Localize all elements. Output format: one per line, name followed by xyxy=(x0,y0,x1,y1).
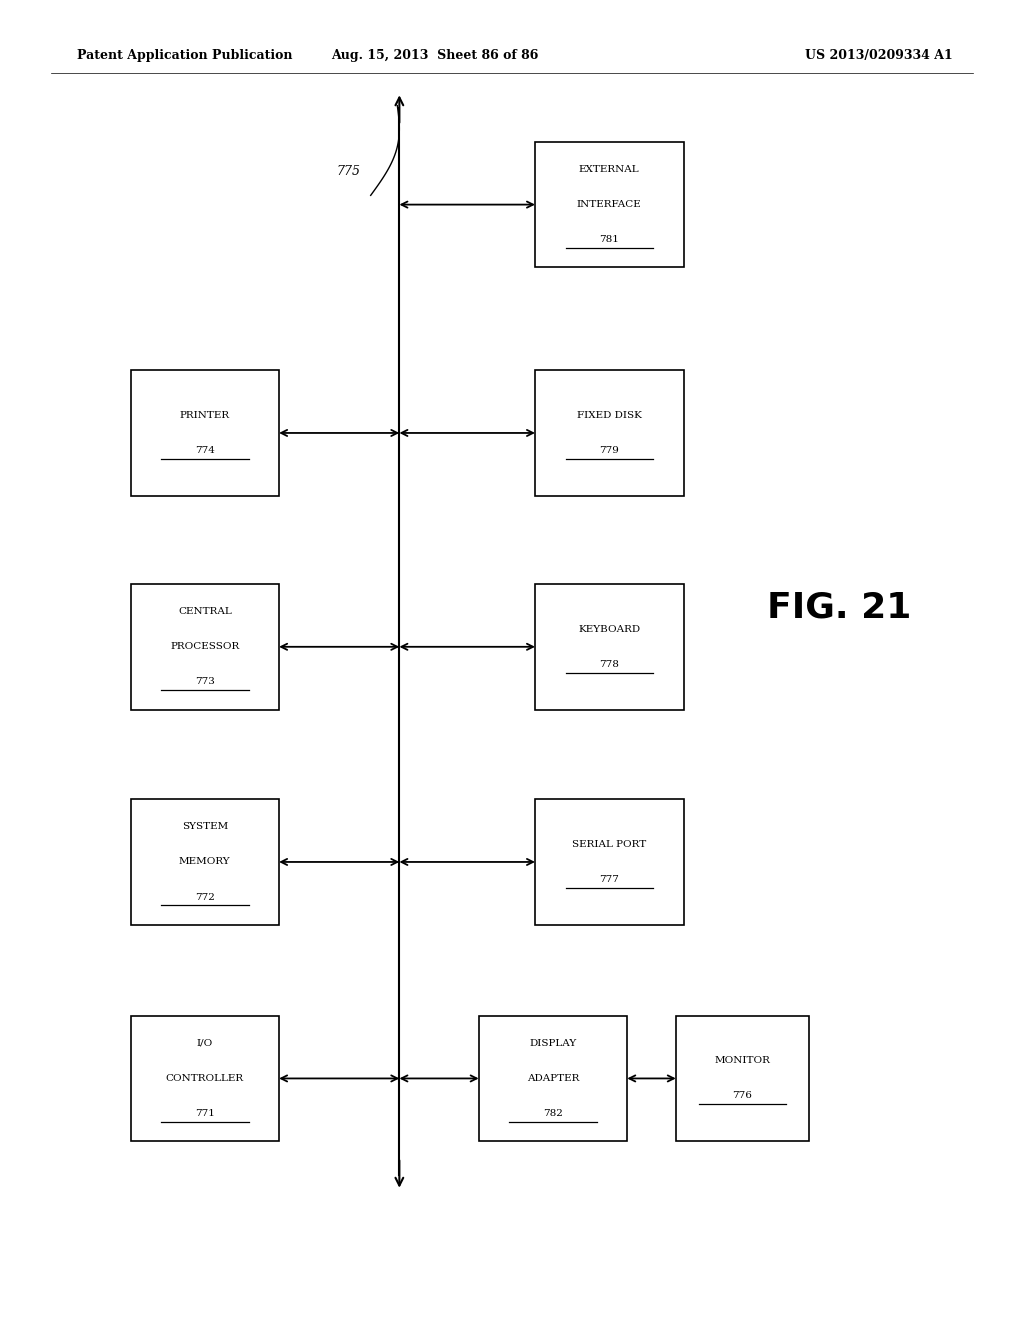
Text: 779: 779 xyxy=(599,446,620,455)
Bar xyxy=(535,143,684,267)
Text: CONTROLLER: CONTROLLER xyxy=(166,1074,244,1082)
Text: KEYBOARD: KEYBOARD xyxy=(579,624,640,634)
Text: CENTRAL: CENTRAL xyxy=(178,607,231,616)
Bar xyxy=(131,800,279,924)
Text: Aug. 15, 2013  Sheet 86 of 86: Aug. 15, 2013 Sheet 86 of 86 xyxy=(332,49,539,62)
Bar xyxy=(535,800,684,924)
Text: EXTERNAL: EXTERNAL xyxy=(579,165,640,174)
Text: I/O: I/O xyxy=(197,1039,213,1048)
Text: 771: 771 xyxy=(195,1109,215,1118)
Text: US 2013/0209334 A1: US 2013/0209334 A1 xyxy=(805,49,952,62)
Text: 777: 777 xyxy=(599,875,620,884)
Text: FIG. 21: FIG. 21 xyxy=(768,590,911,624)
Text: ADAPTER: ADAPTER xyxy=(526,1074,580,1082)
Text: Patent Application Publication: Patent Application Publication xyxy=(77,49,292,62)
Text: 776: 776 xyxy=(732,1092,753,1101)
Bar xyxy=(676,1016,809,1140)
Bar xyxy=(535,583,684,710)
Text: PRINTER: PRINTER xyxy=(180,411,229,420)
Text: 773: 773 xyxy=(195,677,215,686)
Text: SYSTEM: SYSTEM xyxy=(181,822,228,832)
Text: 774: 774 xyxy=(195,446,215,455)
Text: 772: 772 xyxy=(195,892,215,902)
Bar xyxy=(535,370,684,495)
Bar xyxy=(131,1016,279,1140)
Bar xyxy=(131,370,279,495)
Text: SERIAL PORT: SERIAL PORT xyxy=(572,840,646,849)
Text: 778: 778 xyxy=(599,660,620,669)
Text: FIXED DISK: FIXED DISK xyxy=(577,411,642,420)
Text: INTERFACE: INTERFACE xyxy=(577,201,642,209)
Text: 781: 781 xyxy=(599,235,620,244)
Text: PROCESSOR: PROCESSOR xyxy=(170,643,240,651)
Bar xyxy=(479,1016,627,1140)
Text: DISPLAY: DISPLAY xyxy=(529,1039,577,1048)
Text: MEMORY: MEMORY xyxy=(179,858,230,866)
Bar xyxy=(131,583,279,710)
Text: 782: 782 xyxy=(543,1109,563,1118)
Text: MONITOR: MONITOR xyxy=(715,1056,770,1065)
Text: 775: 775 xyxy=(336,165,360,178)
